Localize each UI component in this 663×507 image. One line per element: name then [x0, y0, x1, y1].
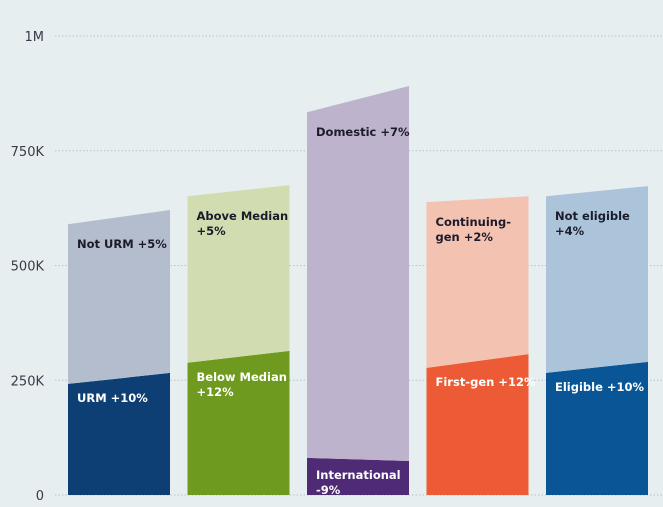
bar-segment [187, 350, 290, 495]
bar-group: Below Median +12%Below Median +12% Above M… [187, 185, 290, 495]
y-tick-label: 0 [36, 489, 44, 504]
bar-segment [546, 361, 648, 495]
bar-segment [307, 86, 409, 462]
segment-label-line: Below Median [197, 370, 287, 384]
bar-group: First-gen +12% Continuing-gen +2%Continui… [426, 196, 536, 495]
segment-label: URM +10% [77, 391, 148, 405]
segment-label: Above Median +5%Above Median +5% [197, 209, 289, 238]
segment-label-line: -9% [316, 483, 341, 497]
bar-segment [68, 209, 170, 384]
segment-label-line: Above Median [197, 209, 289, 223]
segment-label: Eligible +10% [555, 380, 645, 394]
segment-label: Not URM +5% [77, 237, 167, 251]
segment-label-line: +5% [197, 224, 227, 238]
segment-label-line: +4% [555, 224, 585, 238]
segment-label-line: Continuing- [436, 215, 512, 229]
segment-label: Below Median +12%Below Median +12% [197, 370, 287, 399]
segment-label-line: International [316, 468, 401, 482]
bar-segment [546, 186, 648, 373]
segment-label: Domestic +7% [316, 125, 410, 139]
segment-label: Not eligible +4%Not eligible +4% [555, 209, 630, 238]
bar-group: URM +10% Not URM +5% [68, 209, 170, 495]
segment-label: International -9%International -9% [316, 468, 401, 497]
y-tick-label: 250K [11, 374, 45, 389]
bar-segment [426, 354, 529, 495]
y-tick-label: 500K [11, 260, 45, 275]
bar-segment [68, 372, 170, 495]
bar-segment [187, 185, 290, 363]
bar-segment [307, 457, 409, 495]
bar-group: Eligible +10% Not eligible +4%Not eligible… [546, 186, 648, 495]
bar-segment [426, 196, 529, 368]
segment-label-line: Not eligible [555, 209, 630, 223]
segment-label: Continuing-gen +2%Continuing-gen +2% [436, 215, 512, 244]
y-tick-label: 750K [11, 145, 45, 160]
segment-label-line: gen +2% [436, 230, 494, 244]
segment-label-line: +12% [197, 385, 235, 399]
bar-group: International -9%International -9% Domesti… [307, 86, 410, 497]
segment-label: First-gen +12% [436, 375, 536, 389]
y-tick-label: 1M [25, 30, 45, 45]
